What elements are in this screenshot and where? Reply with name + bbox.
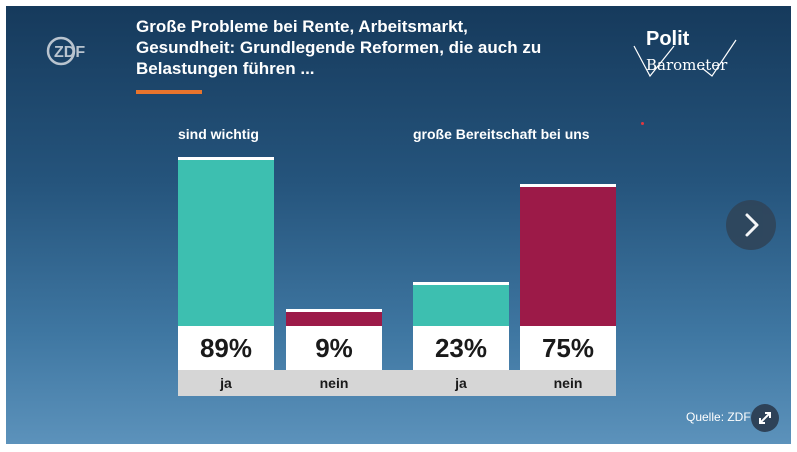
bar-bereitschaft-nein <box>520 183 616 326</box>
zdf-logo: ZDF <box>46 36 85 66</box>
category-label-ja-2: ja <box>455 375 467 391</box>
value-label-sind-wichtig-ja: 89% <box>178 326 274 370</box>
title-line-2: Gesundheit: Grundlegende Reformen, die a… <box>136 38 542 57</box>
title-line-1: Große Probleme bei Rente, Arbeitsmarkt, <box>136 17 468 36</box>
title-line-3: Belastungen führen ... <box>136 59 315 78</box>
next-button[interactable] <box>726 200 776 250</box>
category-label-nein-1: nein <box>319 375 349 391</box>
expand-icon <box>759 412 771 424</box>
value-label-sind-wichtig-nein: 9% <box>286 326 382 370</box>
checkmark-icon <box>633 39 737 78</box>
chevron-right-icon <box>745 213 759 237</box>
source-label: Quelle: ZDF <box>686 410 751 424</box>
politbarometer-line1: Polit <box>646 28 690 50</box>
value-label-bereitschaft-ja: 23% <box>413 326 509 370</box>
category-strip <box>178 370 616 396</box>
red-dot <box>641 122 644 125</box>
politbarometer-logo: Polit Barometer <box>628 26 740 82</box>
politbarometer-line2: Barometer <box>646 56 728 74</box>
group-label-bereitschaft: große Bereitschaft bei uns <box>413 126 590 142</box>
group-label-sind-wichtig: sind wichtig <box>178 126 259 142</box>
chart-title: Große Probleme bei Rente, Arbeitsmarkt, … <box>136 16 606 79</box>
bar-sind-wichtig-ja <box>178 156 274 326</box>
bar-sind-wichtig-nein <box>286 308 382 326</box>
value-label-bereitschaft-nein: 75% <box>520 326 616 370</box>
chart-frame: ZDF Große Probleme bei Rente, Arbeitsmar… <box>6 6 791 444</box>
title-accent-bar <box>136 90 202 94</box>
bar-bereitschaft-ja <box>413 282 509 326</box>
category-label-ja-1: ja <box>220 375 232 391</box>
category-label-nein-2: nein <box>553 375 583 391</box>
zdf-logo-text: ZDF <box>54 44 85 61</box>
expand-button[interactable] <box>751 404 779 432</box>
